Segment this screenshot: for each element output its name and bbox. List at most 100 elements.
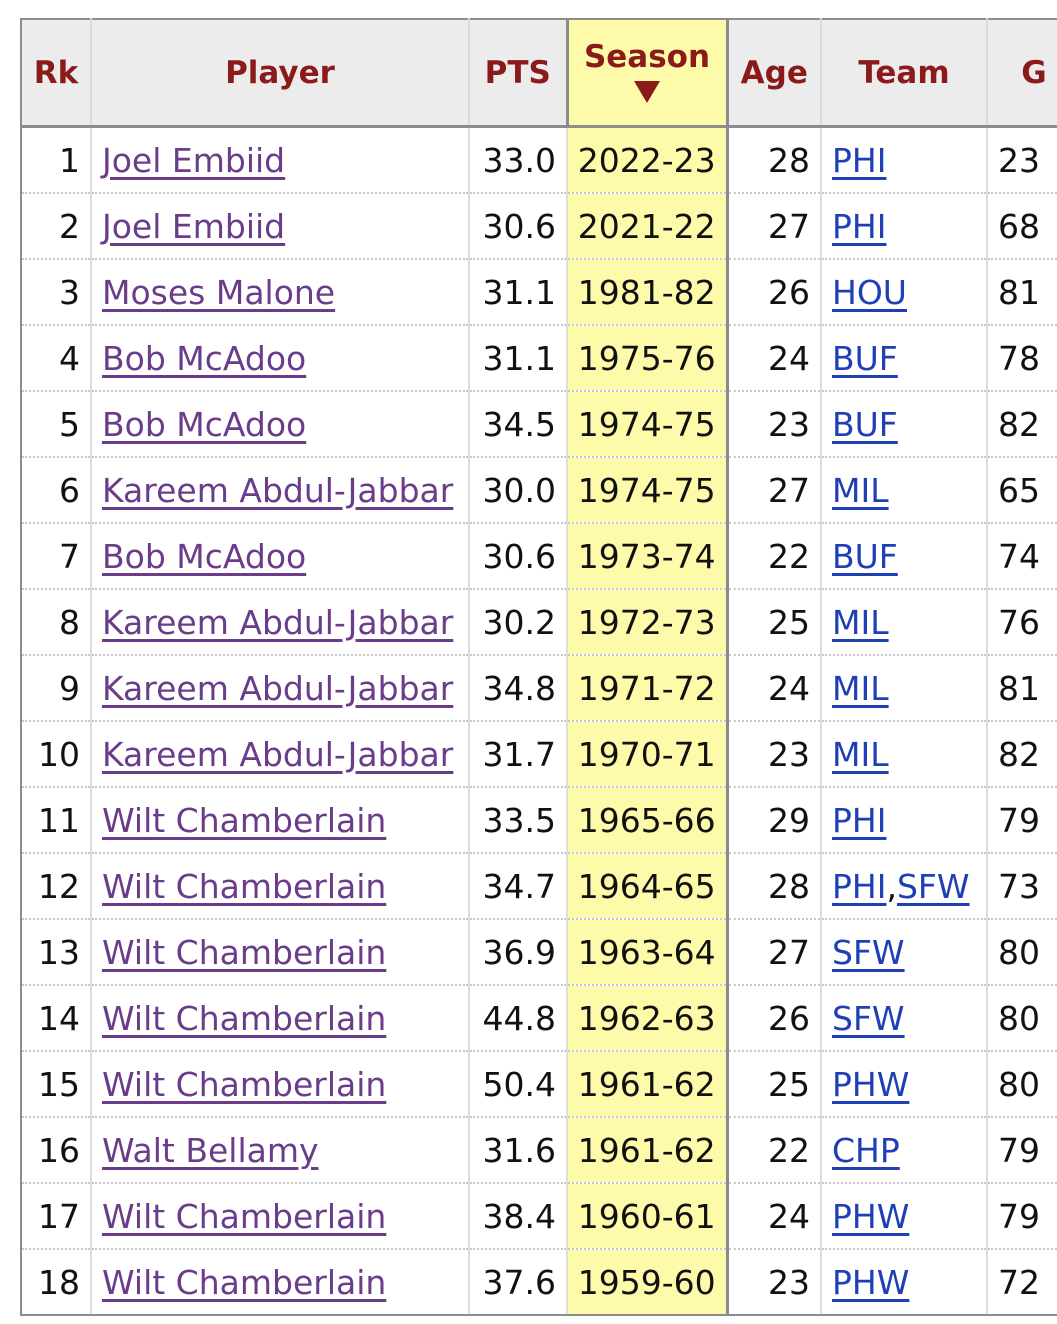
rank-cell: 8 [20, 589, 92, 656]
pts-cell: 34.7 [468, 853, 568, 920]
team-link[interactable]: PHW [832, 1064, 910, 1104]
age-cell: 27 [727, 457, 822, 524]
player-link[interactable]: Bob McAdoo [102, 536, 307, 576]
table-row: 7 Bob McAdoo 30.6 1973-74 22 BUF 74 [20, 523, 1057, 590]
team-link[interactable]: SFW [896, 866, 970, 906]
player-cell: Moses Malone [91, 259, 470, 326]
age-cell: 28 [727, 126, 822, 194]
team-link[interactable]: HOU [832, 272, 907, 312]
team-link[interactable]: PHW [832, 1262, 910, 1302]
team-link[interactable]: BUF [832, 536, 898, 576]
team-cell: PHW [821, 1249, 988, 1316]
team-link[interactable]: CHP [832, 1130, 900, 1170]
age-cell: 27 [727, 919, 822, 986]
rank-cell: 5 [20, 391, 92, 458]
team-link[interactable]: SFW [832, 932, 905, 972]
header-g[interactable]: G [986, 18, 1057, 128]
player-cell: Wilt Chamberlain [91, 985, 470, 1052]
team-link[interactable]: PHI [832, 206, 887, 246]
age-cell: 23 [727, 721, 822, 788]
age-cell: 26 [727, 259, 822, 326]
team-cell: MIL [821, 589, 988, 656]
rank-cell: 12 [20, 853, 92, 920]
player-link[interactable]: Wilt Chamberlain [102, 998, 387, 1038]
player-cell: Wilt Chamberlain [91, 919, 470, 986]
player-link[interactable]: Kareem Abdul-Jabbar [102, 602, 454, 642]
team-link[interactable]: PHI [832, 800, 887, 840]
team-link[interactable]: BUF [832, 404, 898, 444]
season-cell: 1971-72 [566, 655, 729, 722]
age-cell: 23 [727, 1249, 822, 1316]
rank-cell: 7 [20, 523, 92, 590]
age-cell: 25 [727, 1051, 822, 1118]
rank-cell: 6 [20, 457, 92, 524]
player-link[interactable]: Walt Bellamy [102, 1130, 319, 1170]
player-link[interactable]: Moses Malone [102, 272, 336, 312]
pts-cell: 30.0 [468, 457, 568, 524]
pts-cell: 31.1 [468, 259, 568, 326]
team-link[interactable]: PHW [832, 1196, 910, 1236]
games-cell: 80 [987, 919, 1057, 986]
pts-cell: 31.1 [468, 325, 568, 392]
team-link[interactable]: MIL [832, 470, 889, 510]
team-link[interactable]: PHI [832, 140, 887, 180]
games-cell: 76 [987, 589, 1057, 656]
header-team[interactable]: Team [820, 18, 988, 128]
games-cell: 65 [987, 457, 1057, 524]
table-row: 3 Moses Malone 31.1 1981-82 26 HOU 81 [20, 259, 1057, 326]
player-link[interactable]: Kareem Abdul-Jabbar [102, 668, 454, 708]
age-cell: 28 [727, 853, 822, 920]
player-link[interactable]: Kareem Abdul-Jabbar [102, 734, 454, 774]
team-cell: HOU [821, 259, 988, 326]
header-season[interactable]: Season [565, 18, 729, 128]
team-link[interactable]: MIL [832, 602, 889, 642]
age-cell: 27 [727, 193, 822, 260]
player-link[interactable]: Kareem Abdul-Jabbar [102, 470, 454, 510]
season-cell: 1975-76 [566, 325, 729, 392]
player-link[interactable]: Wilt Chamberlain [102, 800, 387, 840]
player-link[interactable]: Joel Embiid [102, 206, 286, 246]
player-link[interactable]: Bob McAdoo [102, 404, 307, 444]
header-rk[interactable]: Rk [20, 18, 92, 128]
team-cell: PHW [821, 1051, 988, 1118]
games-cell: 78 [987, 325, 1057, 392]
games-cell: 79 [987, 1117, 1057, 1184]
team-cell: MIL [821, 655, 988, 722]
pts-cell: 30.6 [468, 193, 568, 260]
team-link[interactable]: SFW [832, 998, 905, 1038]
player-link[interactable]: Wilt Chamberlain [102, 932, 387, 972]
player-link[interactable]: Wilt Chamberlain [102, 1196, 387, 1236]
pts-cell: 50.4 [468, 1051, 568, 1118]
team-link[interactable]: MIL [832, 734, 889, 774]
table-row: 6 Kareem Abdul-Jabbar 30.0 1974-75 27 MIL 65 [20, 457, 1057, 524]
pts-cell: 30.2 [468, 589, 568, 656]
player-link[interactable]: Joel Embiid [102, 140, 286, 180]
player-cell: Kareem Abdul-Jabbar [91, 589, 470, 656]
team-cell: SFW [821, 919, 988, 986]
games-cell: 68 [987, 193, 1057, 260]
player-link[interactable]: Wilt Chamberlain [102, 1064, 387, 1104]
stats-table: Rk Player PTS Season Age Team G 1 Joel Em… [20, 18, 1057, 1316]
team-link[interactable]: MIL [832, 668, 889, 708]
table-row: 8 Kareem Abdul-Jabbar 30.2 1972-73 25 MIL 76 [20, 589, 1057, 656]
season-cell: 1961-62 [566, 1117, 729, 1184]
games-cell: 79 [987, 787, 1057, 854]
player-cell: Walt Bellamy [91, 1117, 470, 1184]
player-cell: Kareem Abdul-Jabbar [91, 721, 470, 788]
player-link[interactable]: Wilt Chamberlain [102, 866, 387, 906]
season-cell: 1961-62 [566, 1051, 729, 1118]
player-cell: Wilt Chamberlain [91, 1249, 470, 1316]
header-player[interactable]: Player [90, 18, 470, 128]
player-link[interactable]: Wilt Chamberlain [102, 1262, 387, 1302]
games-cell: 81 [987, 259, 1057, 326]
games-cell: 79 [987, 1183, 1057, 1250]
header-age[interactable]: Age [726, 18, 822, 128]
rank-cell: 17 [20, 1183, 92, 1250]
rank-cell: 16 [20, 1117, 92, 1184]
team-link[interactable]: BUF [832, 338, 898, 378]
player-link[interactable]: Bob McAdoo [102, 338, 307, 378]
player-cell: Wilt Chamberlain [91, 853, 470, 920]
team-link[interactable]: PHI [832, 866, 887, 906]
header-pts[interactable]: PTS [468, 18, 568, 128]
player-cell: Kareem Abdul-Jabbar [91, 655, 470, 722]
